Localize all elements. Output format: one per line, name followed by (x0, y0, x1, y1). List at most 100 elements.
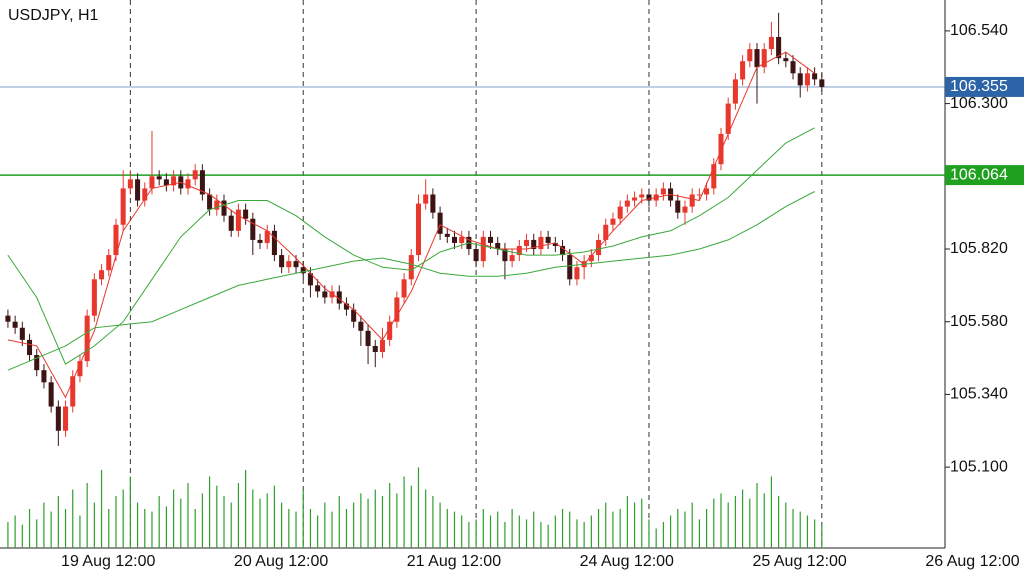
candle-body (617, 206, 623, 219)
candle-body (768, 36, 774, 50)
candle-body (552, 242, 558, 246)
candle-body (41, 370, 47, 383)
x-tick-label: 24 Aug 12:00 (580, 553, 674, 570)
candle-body (718, 133, 724, 165)
candle-body (509, 255, 515, 262)
x-tick-label: 26 Aug 12:00 (925, 553, 1019, 570)
candle-body (99, 270, 105, 280)
candle-body (142, 188, 148, 201)
candle-body (63, 406, 69, 431)
candle-body (408, 255, 414, 280)
candle-body (415, 203, 422, 256)
candle-body (199, 170, 205, 195)
x-tick-label: 20 Aug 12:00 (234, 553, 328, 570)
price-label-box (945, 76, 1024, 97)
candle-body (487, 236, 494, 243)
candle-body (761, 49, 767, 68)
candle-body (430, 194, 436, 213)
candle-body (502, 249, 508, 262)
candle-body (243, 209, 249, 219)
x-tick-label: 21 Aug 12:00 (407, 553, 501, 570)
candle-body (437, 212, 443, 234)
candle-body (459, 236, 465, 243)
y-tick-label: 105.820 (950, 240, 1008, 257)
y-tick-label: 105.100 (950, 458, 1008, 475)
candle-body (358, 321, 364, 331)
candle-body (401, 279, 407, 298)
candle-body (804, 73, 810, 86)
candle-body (740, 61, 746, 80)
candle-body (250, 218, 256, 240)
candle-body (776, 36, 782, 59)
candle-body (725, 103, 731, 134)
candle-body (315, 285, 321, 292)
candle-body (639, 194, 645, 198)
candle-body (588, 255, 594, 262)
price-label-box (945, 165, 1024, 186)
candle-body (632, 197, 638, 201)
candle-body (293, 261, 299, 268)
candle-body (574, 267, 580, 280)
candle-body (257, 239, 263, 243)
candle-body (660, 188, 666, 195)
candle-body (682, 206, 688, 213)
candle-body (55, 406, 61, 431)
candle-body (221, 200, 227, 216)
candle-body (610, 218, 616, 225)
candle-body (185, 179, 191, 189)
candle-body (394, 297, 400, 322)
candle-body (516, 245, 522, 256)
candle-body (300, 267, 306, 274)
candle-body (113, 224, 119, 256)
candle-body (790, 61, 796, 74)
candle-body (91, 279, 97, 316)
candle-body (783, 58, 789, 62)
price-label: 106.064 (950, 166, 1008, 183)
candle-body (286, 261, 292, 268)
candle-body (387, 321, 393, 340)
moving-average (7, 127, 815, 365)
y-tick-label: 105.580 (950, 313, 1008, 330)
candle-body (711, 164, 717, 189)
candle-body (603, 224, 609, 240)
candle-body (214, 200, 220, 210)
candle-body (523, 239, 530, 246)
candle-body (754, 49, 760, 68)
y-tick-label: 105.340 (950, 386, 1008, 403)
candle-body (675, 200, 681, 213)
y-tick-label: 106.540 (950, 22, 1008, 39)
candle-body (271, 230, 277, 256)
candle-body (12, 321, 18, 328)
x-tick-label: 19 Aug 12:00 (61, 553, 155, 570)
candle-body (444, 233, 450, 237)
candle-body (5, 315, 11, 322)
candle-body (34, 355, 40, 371)
price-label: 106.355 (950, 78, 1008, 95)
candle-body (156, 176, 162, 180)
candle-body (279, 255, 285, 268)
candle-body (689, 194, 695, 207)
candle-body (545, 236, 551, 243)
candle-body (379, 339, 385, 353)
candle-body (531, 239, 537, 250)
candle-body (646, 194, 652, 201)
candle-body (264, 230, 270, 243)
candle-body (48, 382, 54, 407)
candle-body (228, 215, 234, 231)
candle-body (77, 361, 83, 377)
candle-body (365, 330, 371, 346)
x-tick-label: 25 Aug 12:00 (753, 553, 847, 570)
candle-body (747, 49, 753, 62)
candle-body (451, 236, 458, 243)
candle-body (567, 255, 573, 280)
candle-body (480, 236, 486, 262)
candle-body (192, 170, 198, 180)
candle-body (329, 291, 335, 298)
candle-body (343, 303, 349, 310)
candle-body (106, 255, 112, 271)
candle-body (560, 245, 566, 256)
candle-body (732, 79, 738, 104)
candle-body (149, 176, 155, 189)
candle-body (538, 236, 544, 250)
